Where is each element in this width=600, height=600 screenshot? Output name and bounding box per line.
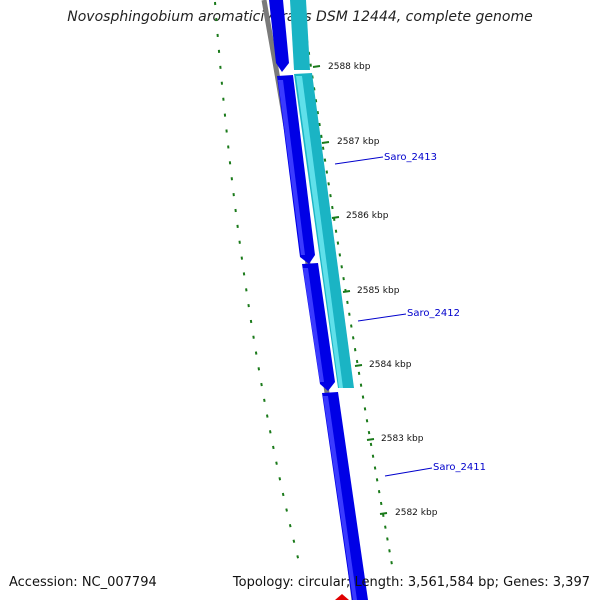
tick-mark bbox=[354, 364, 363, 367]
tick-label: 2585 kbp bbox=[357, 286, 400, 296]
tick-mark bbox=[312, 65, 321, 68]
tick-mark bbox=[331, 216, 340, 219]
tick-label: 2584 kbp bbox=[369, 360, 412, 370]
gc-skew-track-outer bbox=[306, 39, 393, 566]
tick-label: 2583 kbp bbox=[381, 434, 424, 444]
genome-summary-text: Topology: circular; Length: 3,561,584 bp… bbox=[232, 575, 590, 590]
gene-label-leader bbox=[334, 156, 384, 165]
gene-label-saro-2412[interactable]: Saro_2412 bbox=[407, 308, 460, 319]
accession-text: Accession: NC_007794 bbox=[9, 575, 157, 590]
tick-mark bbox=[379, 512, 388, 515]
gene-saro-2414-arrow[interactable] bbox=[269, 0, 289, 72]
gene-saro-2413-reverse[interactable] bbox=[290, 0, 310, 70]
gene-label-saro-2413[interactable]: Saro_2413 bbox=[384, 152, 437, 163]
scale-ticks bbox=[312, 65, 388, 515]
tick-mark bbox=[321, 141, 330, 144]
gene-label-leader bbox=[384, 467, 433, 477]
tick-label: 2586 kbp bbox=[346, 211, 389, 221]
scale-tick-labels: 2588 kbp 2587 kbp 2586 kbp 2585 kbp 2584… bbox=[328, 62, 438, 518]
tick-label: 2587 kbp bbox=[337, 137, 380, 147]
reverse-gene-highlight bbox=[296, 76, 343, 388]
position-marker bbox=[335, 594, 349, 600]
forward-gene-highlights bbox=[278, 80, 357, 600]
tick-label: 2588 kbp bbox=[328, 62, 371, 72]
gene-labels: Saro_2413 Saro_2412 Saro_2411 bbox=[334, 152, 486, 477]
tick-mark bbox=[366, 438, 375, 441]
reverse-genes bbox=[290, 0, 354, 388]
gene-label-saro-2411[interactable]: Saro_2411 bbox=[433, 462, 486, 473]
gene-label-leader bbox=[357, 313, 407, 322]
tick-mark bbox=[342, 290, 351, 293]
tick-label: 2582 kbp bbox=[395, 508, 438, 518]
